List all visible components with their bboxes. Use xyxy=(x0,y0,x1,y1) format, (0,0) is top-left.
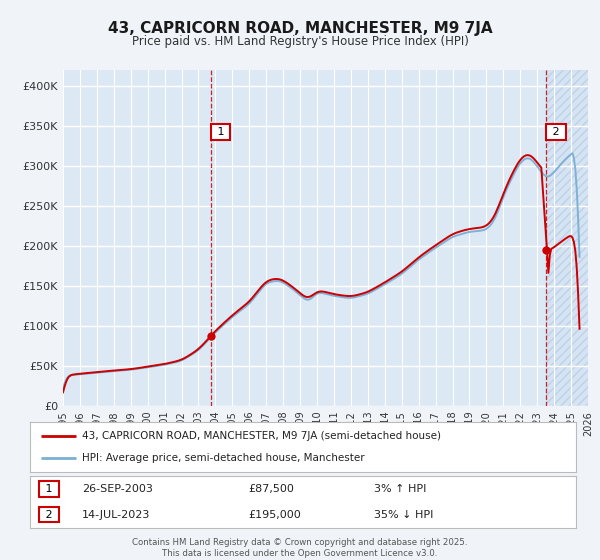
Text: 3% ↑ HPI: 3% ↑ HPI xyxy=(374,484,427,494)
Text: 2: 2 xyxy=(549,127,563,137)
Text: 26-SEP-2003: 26-SEP-2003 xyxy=(82,484,153,494)
Bar xyxy=(547,70,588,406)
Text: 2: 2 xyxy=(42,510,56,520)
Text: 1: 1 xyxy=(214,127,227,137)
Text: 43, CAPRICORN ROAD, MANCHESTER, M9 7JA: 43, CAPRICORN ROAD, MANCHESTER, M9 7JA xyxy=(107,21,493,36)
Text: 35% ↓ HPI: 35% ↓ HPI xyxy=(374,510,433,520)
Text: £87,500: £87,500 xyxy=(248,484,294,494)
Text: Price paid vs. HM Land Registry's House Price Index (HPI): Price paid vs. HM Land Registry's House … xyxy=(131,35,469,48)
Text: 43, CAPRICORN ROAD, MANCHESTER, M9 7JA (semi-detached house): 43, CAPRICORN ROAD, MANCHESTER, M9 7JA (… xyxy=(82,431,441,441)
Text: 14-JUL-2023: 14-JUL-2023 xyxy=(82,510,150,520)
Text: HPI: Average price, semi-detached house, Manchester: HPI: Average price, semi-detached house,… xyxy=(82,453,364,463)
Text: Contains HM Land Registry data © Crown copyright and database right 2025.
This d: Contains HM Land Registry data © Crown c… xyxy=(132,538,468,558)
Text: 1: 1 xyxy=(42,484,56,494)
Text: £195,000: £195,000 xyxy=(248,510,301,520)
Bar xyxy=(547,70,588,406)
